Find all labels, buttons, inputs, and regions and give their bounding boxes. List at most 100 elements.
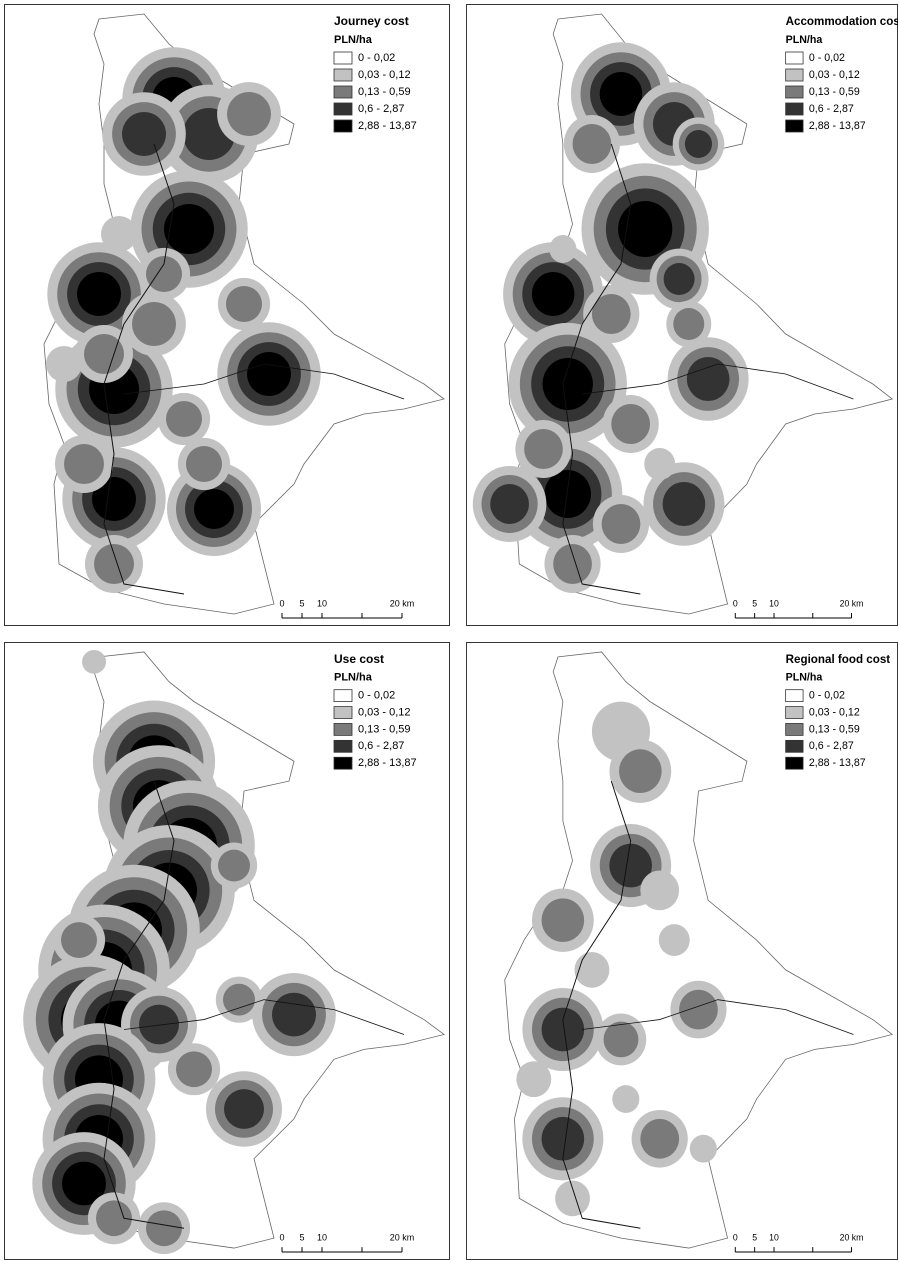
- map-panel: Accommodation cost PLN/ha 0 - 0,02 0,03 - 0…: [466, 4, 898, 626]
- legend-title: Journey cost: [334, 14, 409, 28]
- cost-zone: [226, 286, 262, 322]
- cost-zone: [524, 429, 563, 469]
- legend-label: 0,6 - 2,87: [358, 103, 404, 115]
- legend-unit: PLN/ha: [334, 34, 373, 46]
- legend-swatch: [786, 86, 803, 98]
- scale-label: 0: [733, 1232, 738, 1242]
- cost-zone: [640, 1119, 679, 1159]
- cost-zone: [611, 404, 650, 444]
- legend-swatch: [786, 103, 803, 115]
- scale-label: 0: [279, 598, 284, 608]
- legend-label: 2,88 - 13,87: [809, 120, 866, 132]
- legend-swatch: [786, 690, 803, 702]
- cost-zone: [516, 1061, 551, 1097]
- legend-label: 0,03 - 0,12: [809, 69, 860, 81]
- cost-zone: [490, 484, 529, 524]
- legend-swatch: [334, 103, 352, 115]
- legend-title: Use cost: [334, 652, 384, 666]
- legend-swatch: [786, 120, 803, 132]
- cost-zone: [139, 1005, 179, 1045]
- legend-title: Accommodation cost: [786, 14, 898, 28]
- figure: Journey cost PLN/ha 0 - 0,02 0,03 - 0,12 0,1…: [0, 0, 899, 1263]
- cost-zone: [164, 204, 214, 254]
- map-panel: Journey cost PLN/ha 0 - 0,02 0,03 - 0,12 0,1…: [4, 4, 450, 626]
- cost-zone: [166, 401, 202, 437]
- cost-zone: [218, 850, 250, 882]
- legend-swatch: [786, 69, 803, 81]
- cost-zone: [685, 130, 712, 158]
- legend-label: 0 - 0,02: [358, 52, 395, 64]
- map-panel: Regional food cost PLN/ha 0 - 0,02 0,03 - 0…: [466, 642, 898, 1260]
- cost-zone: [574, 952, 609, 988]
- legend-label: 0,03 - 0,12: [358, 706, 411, 718]
- cost-zone: [543, 358, 593, 410]
- cost-zone: [94, 544, 134, 584]
- legend-label: 0,6 - 2,87: [358, 740, 404, 752]
- legend-swatch: [334, 69, 352, 81]
- scale-label: 5: [299, 1233, 304, 1243]
- legend-label: 0 - 0,02: [358, 690, 395, 702]
- scale-label: 20 km: [840, 1232, 864, 1242]
- scale-label: 10: [769, 1232, 779, 1242]
- cost-zone: [84, 334, 124, 374]
- scale-label: 5: [299, 598, 304, 608]
- legend-swatch: [334, 86, 352, 98]
- legend-label: 0,03 - 0,12: [358, 69, 411, 81]
- cost-zone: [604, 1022, 639, 1058]
- legend-label: 2,88 - 13,87: [358, 757, 417, 769]
- scale-label: 10: [769, 598, 779, 608]
- cost-zone: [77, 272, 121, 316]
- scale-label: 20 km: [390, 1233, 415, 1243]
- cost-zone: [679, 990, 718, 1030]
- legend-label: 0 - 0,02: [809, 52, 845, 64]
- legend-label: 2,88 - 13,87: [358, 120, 417, 132]
- cost-zone: [602, 504, 641, 544]
- cost-zone: [542, 1008, 585, 1052]
- legend-swatch: [786, 740, 803, 752]
- scale-label: 20 km: [390, 598, 415, 608]
- legend-swatch: [786, 707, 803, 719]
- cost-zone: [555, 1181, 590, 1217]
- legend-label: 0,6 - 2,87: [809, 740, 854, 752]
- scale-label: 10: [317, 1233, 327, 1243]
- legend-swatch: [334, 723, 352, 735]
- cost-zone: [132, 302, 176, 346]
- legend-swatch: [334, 740, 352, 752]
- legend-unit: PLN/ha: [786, 34, 824, 46]
- cost-zone: [600, 72, 643, 116]
- legend-label: 0,6 - 2,87: [809, 103, 854, 115]
- cost-zone: [61, 922, 97, 958]
- legend-title: Regional food cost: [786, 653, 891, 666]
- cost-zone: [532, 272, 575, 316]
- cost-zone: [612, 1085, 639, 1113]
- legend-label: 0,03 - 0,12: [809, 706, 860, 718]
- scale-label: 0: [733, 598, 738, 608]
- legend-swatch: [786, 723, 803, 735]
- cost-zone: [223, 984, 255, 1016]
- scale-label: 20 km: [840, 598, 864, 608]
- legend-label: 2,88 - 13,87: [809, 757, 866, 769]
- cost-zone: [146, 1210, 182, 1246]
- cost-zone: [549, 235, 576, 263]
- map-panel: Use cost PLN/ha 0 - 0,02 0,03 - 0,12 0,13 - …: [4, 642, 450, 1260]
- legend-label: 0,13 - 0,59: [809, 86, 860, 98]
- scale-label: 10: [317, 598, 327, 608]
- cost-zone: [64, 444, 104, 484]
- cost-zone: [663, 482, 706, 526]
- legend-unit: PLN/ha: [334, 672, 373, 684]
- legend-label: 0 - 0,02: [809, 689, 845, 701]
- cost-zone: [544, 470, 590, 518]
- cost-zone: [690, 1135, 717, 1163]
- legend-label: 0,13 - 0,59: [358, 723, 411, 735]
- cost-zone: [659, 924, 690, 956]
- cost-zone: [176, 1051, 212, 1087]
- legend-unit: PLN/ha: [786, 672, 824, 684]
- legend-swatch: [334, 707, 352, 719]
- scale-label: 0: [279, 1233, 284, 1243]
- legend-label: 0,13 - 0,59: [358, 86, 411, 98]
- cost-zone: [640, 871, 679, 911]
- cost-zone: [573, 124, 612, 164]
- cost-zone: [619, 749, 662, 793]
- cost-zone: [553, 544, 592, 584]
- legend-label: 0,13 - 0,59: [809, 723, 860, 735]
